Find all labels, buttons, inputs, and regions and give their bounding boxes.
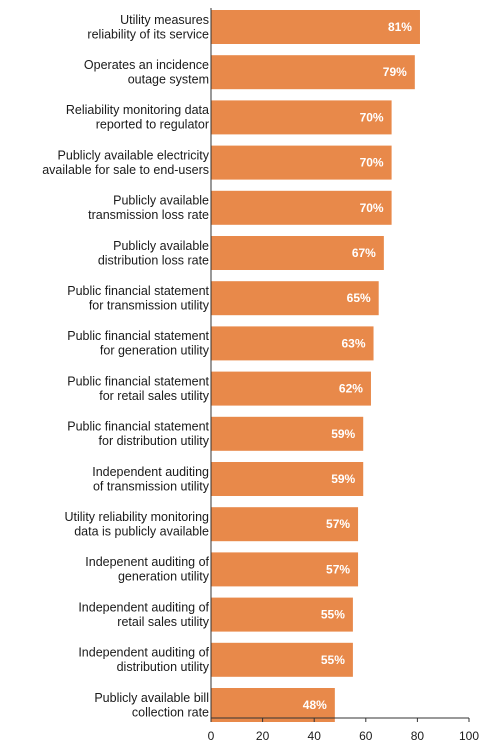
x-tick-label: 40: [308, 729, 322, 743]
bar-value-label: 59%: [331, 427, 355, 441]
bar: [211, 190, 392, 225]
bar: [211, 281, 379, 316]
category-label: Utility reliability monitoring: [65, 510, 210, 524]
category-label: distribution loss rate: [98, 253, 209, 267]
bar-value-label: 70%: [360, 201, 384, 215]
bar: [211, 597, 353, 632]
bar: [211, 55, 415, 90]
bar-value-label: 59%: [331, 472, 355, 486]
category-label: Operates an incidence: [84, 58, 209, 72]
bar-value-label: 79%: [383, 65, 407, 79]
bar-value-label: 67%: [352, 246, 376, 260]
bar-value-label: 63%: [342, 336, 366, 350]
x-tick-label: 100: [459, 729, 479, 743]
x-tick-label: 60: [359, 729, 373, 743]
category-label: retail sales utility: [117, 615, 209, 629]
bar-value-label: 81%: [388, 20, 412, 34]
bar-value-label: 70%: [360, 156, 384, 170]
bar: [211, 416, 364, 451]
category-label: outage system: [128, 72, 209, 86]
category-label: Utility measures: [120, 13, 209, 27]
category-label: Publicly available electricity: [58, 148, 210, 162]
category-label: Publicly available bill: [94, 691, 209, 705]
bar-value-label: 57%: [326, 517, 350, 531]
category-label: reliability of its service: [87, 27, 209, 41]
bar-value-label: 62%: [339, 382, 363, 396]
bar: [211, 326, 374, 361]
x-tick-label: 0: [208, 729, 215, 743]
bar: [211, 10, 420, 44]
x-tick-label: 20: [256, 729, 270, 743]
bar: [211, 100, 392, 135]
category-label: distribution utility: [117, 660, 210, 674]
bar-value-label: 55%: [321, 653, 345, 667]
bar-value-label: 55%: [321, 608, 345, 622]
bar: [211, 642, 353, 677]
bar: [211, 688, 335, 722]
category-label: for generation utility: [100, 344, 210, 358]
category-label: available for sale to end-users: [42, 163, 209, 177]
category-label: Independent auditing of: [78, 600, 209, 614]
category-label: Public financial statement: [67, 420, 209, 434]
category-label: for retail sales utility: [99, 389, 210, 403]
category-label: reported to regulator: [96, 118, 209, 132]
bar: [211, 236, 384, 270]
x-tick-label: 80: [411, 729, 425, 743]
category-label: transmission loss rate: [88, 208, 209, 222]
category-label: collection rate: [132, 705, 209, 719]
bar: [211, 462, 364, 496]
x-axis: 0 20 40 60 80 100: [208, 8, 479, 743]
bar: [211, 507, 359, 542]
category-label: Reliability monitoring data: [66, 103, 209, 117]
bar-value-label: 70%: [360, 110, 384, 124]
category-label: Publicly available: [113, 239, 209, 253]
bar: [211, 552, 359, 587]
bar-value-label: 48%: [303, 698, 327, 712]
category-label: Public financial statement: [67, 284, 209, 298]
bar: [211, 145, 392, 180]
category-label: Independent auditing: [92, 465, 209, 479]
category-label: generation utility: [118, 570, 210, 584]
category-label: for transmission utility: [89, 298, 210, 312]
category-label: Independent auditing of: [78, 646, 209, 660]
category-label: for distribution utility: [99, 434, 210, 448]
category-label: of transmission utility: [93, 479, 210, 493]
category-label: Publicly available: [113, 194, 209, 208]
bar: [211, 371, 371, 406]
category-label: Public financial statement: [67, 374, 209, 388]
bars-layer: 81% 79% 70% 70% 70% 67% 65% 63% 62% 59% 59% 57% 57% 5…: [211, 10, 420, 722]
bar-value-label: 57%: [326, 562, 350, 576]
bar-value-label: 65%: [347, 291, 371, 305]
category-label: Public financial statement: [67, 329, 209, 343]
category-label: data is publicly available: [74, 524, 209, 538]
category-label: Indepenent auditing of: [85, 555, 209, 569]
